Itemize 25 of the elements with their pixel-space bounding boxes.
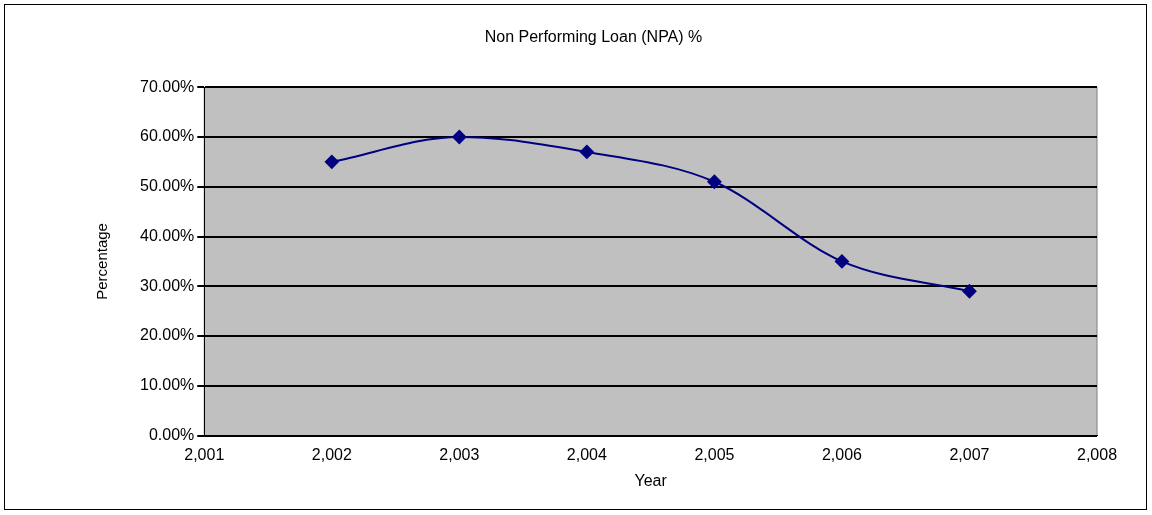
point — [324, 154, 339, 169]
y-tick-label: 0.00% — [148, 426, 195, 444]
y-tick-label: 30.00% — [140, 276, 195, 294]
y-tick-label: 10.00% — [140, 376, 195, 394]
y-axis-title: Percentage — [93, 223, 111, 300]
x-tick-label: 2,004 — [566, 445, 607, 463]
y-tick-label: 40.00% — [140, 226, 195, 244]
point — [579, 144, 594, 159]
point — [962, 284, 977, 299]
x-tick-label: 2,005 — [694, 445, 735, 463]
x-tick-label: 2,006 — [821, 445, 863, 463]
point — [834, 254, 849, 269]
y-tick-label: 20.00% — [140, 326, 195, 344]
x-axis-title: Year — [634, 471, 668, 489]
x-tick-label: 2,007 — [949, 445, 990, 463]
y-tick-label: 60.00% — [140, 127, 195, 145]
x-tick-label: 2,001 — [184, 445, 225, 463]
chart-title: Non Performing Loan (NPA) % — [484, 28, 703, 46]
point — [452, 129, 467, 144]
x-tick-label: 2,003 — [439, 445, 480, 463]
x-tick-label: 2,002 — [311, 445, 352, 463]
y-tick-label: 70.00% — [140, 77, 195, 95]
x-tick-label: 2,008 — [1076, 445, 1118, 463]
y-tick-label: 50.00% — [140, 177, 195, 195]
point — [707, 174, 722, 189]
